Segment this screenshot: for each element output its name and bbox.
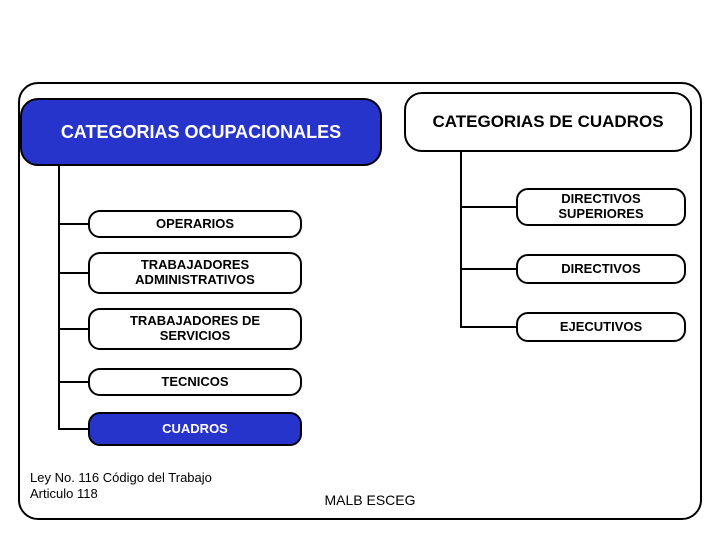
left-child-cuadros: CUADROS <box>88 412 302 446</box>
right-child-directivos-label: DIRECTIVOS <box>561 262 640 277</box>
left-child-operarios-label: OPERARIOS <box>156 217 234 232</box>
left-branch-1 <box>58 272 88 274</box>
right-child-directivos-superiores: DIRECTIVOS SUPERIORES <box>516 188 686 226</box>
footnote-line2: Articulo 118 <box>30 486 212 502</box>
footer: MALB ESCEG <box>300 492 440 508</box>
right-child-ejecutivos-label: EJECUTIVOS <box>560 320 642 335</box>
left-child-administrativos: TRABAJADORES ADMINISTRATIVOS <box>88 252 302 294</box>
left-child-administrativos-label: TRABAJADORES ADMINISTRATIVOS <box>98 258 292 288</box>
left-branch-3 <box>58 381 88 383</box>
left-child-cuadros-label: CUADROS <box>162 422 228 437</box>
left-child-servicios: TRABAJADORES DE SERVICIOS <box>88 308 302 350</box>
left-trunk <box>58 166 60 430</box>
right-trunk <box>460 152 462 326</box>
right-child-directivos: DIRECTIVOS <box>516 254 686 284</box>
right-child-ejecutivos: EJECUTIVOS <box>516 312 686 342</box>
footnote-line1: Ley No. 116 Código del Trabajo <box>30 470 212 486</box>
left-header-box: CATEGORIAS OCUPACIONALES <box>20 98 382 166</box>
left-child-operarios: OPERARIOS <box>88 210 302 238</box>
footnote: Ley No. 116 Código del Trabajo Articulo … <box>30 470 212 503</box>
left-header-label: CATEGORIAS OCUPACIONALES <box>61 122 341 143</box>
right-branch-0 <box>460 206 516 208</box>
right-branch-1 <box>460 268 516 270</box>
left-child-tecnicos: TECNICOS <box>88 368 302 396</box>
left-branch-4 <box>58 428 88 430</box>
right-branch-2 <box>460 326 516 328</box>
left-child-servicios-label: TRABAJADORES DE SERVICIOS <box>98 314 292 344</box>
footer-text: MALB ESCEG <box>324 492 415 508</box>
right-header-label: CATEGORIAS DE CUADROS <box>432 112 663 132</box>
right-child-directivos-superiores-label: DIRECTIVOS SUPERIORES <box>526 192 676 222</box>
left-branch-2 <box>58 328 88 330</box>
left-branch-0 <box>58 223 88 225</box>
left-child-tecnicos-label: TECNICOS <box>161 375 228 390</box>
diagram-stage: CATEGORIAS OCUPACIONALES CATEGORIAS DE C… <box>0 0 720 540</box>
right-header-box: CATEGORIAS DE CUADROS <box>404 92 692 152</box>
